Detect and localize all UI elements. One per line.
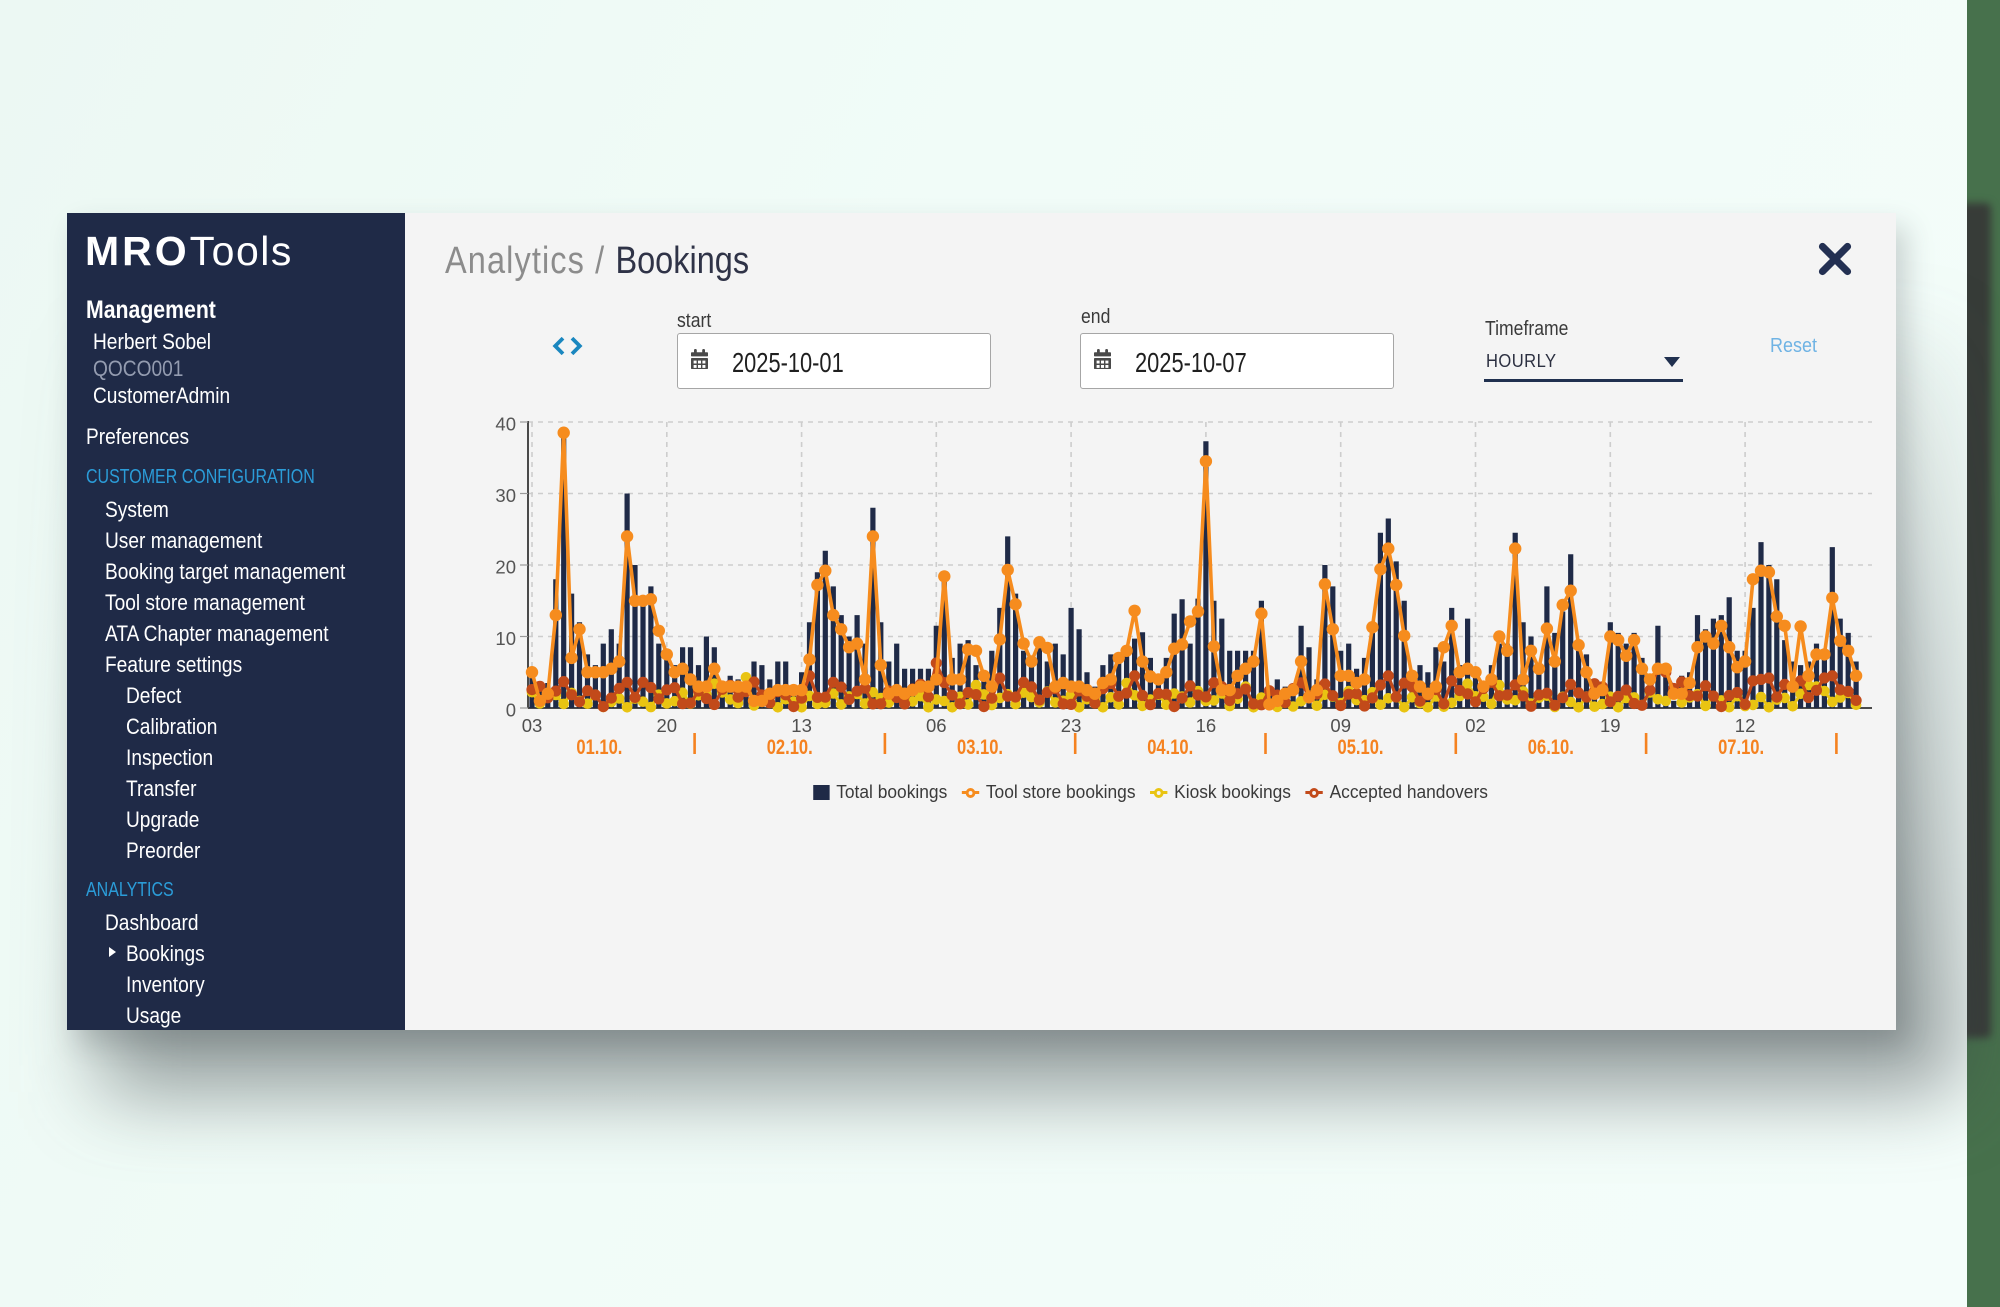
- svg-text:40: 40: [495, 414, 516, 435]
- svg-text:05.10.: 05.10.: [1338, 736, 1384, 759]
- svg-text:12: 12: [1735, 715, 1756, 736]
- svg-text:06.10.: 06.10.: [1528, 736, 1574, 759]
- svg-text:10: 10: [495, 628, 516, 649]
- svg-text:13: 13: [791, 715, 812, 736]
- svg-text:30: 30: [495, 485, 516, 506]
- svg-text:06: 06: [926, 715, 947, 736]
- svg-text:23: 23: [1061, 715, 1082, 736]
- svg-text:03.10.: 03.10.: [957, 736, 1003, 759]
- svg-text:04.10.: 04.10.: [1147, 736, 1193, 759]
- svg-text:0: 0: [506, 700, 516, 721]
- svg-text:09: 09: [1330, 715, 1351, 736]
- svg-text:19: 19: [1600, 715, 1621, 736]
- svg-text:16: 16: [1196, 715, 1217, 736]
- svg-text:02: 02: [1465, 715, 1486, 736]
- svg-text:01.10.: 01.10.: [576, 736, 622, 759]
- svg-text:07.10.: 07.10.: [1718, 736, 1764, 759]
- svg-text:03: 03: [522, 715, 543, 736]
- svg-text:02.10.: 02.10.: [767, 736, 813, 759]
- svg-text:20: 20: [657, 715, 678, 736]
- svg-text:20: 20: [495, 557, 516, 578]
